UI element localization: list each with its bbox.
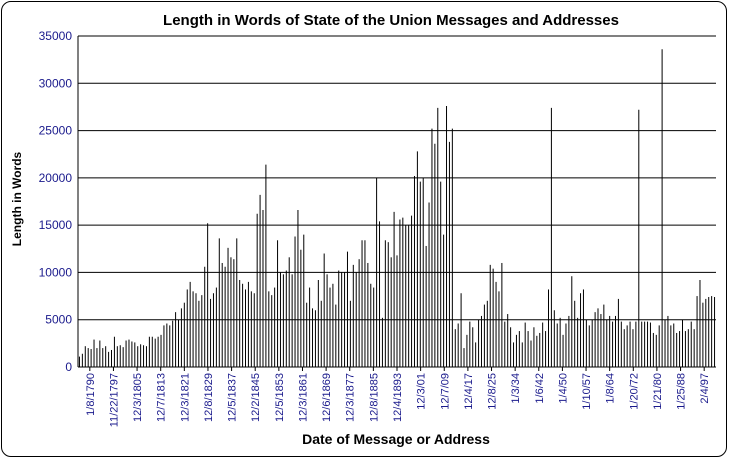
x-tick-label: 1/25/88: [676, 373, 688, 410]
x-tick-label: 12/5/1853: [274, 373, 286, 422]
x-tick-label: 12/6/1869: [321, 373, 333, 422]
axes: [77, 36, 716, 371]
x-tick-label: 12/3/1821: [179, 373, 191, 422]
x-tick-label: 1/20/72: [628, 373, 640, 410]
x-tick-label: 1/21/80: [652, 373, 664, 410]
x-tick-label: 1/10/57: [581, 373, 593, 410]
x-tick-label: 1/4/50: [557, 373, 569, 404]
y-tick-label: 15000: [39, 218, 73, 232]
y-tick-label: 0: [65, 360, 72, 374]
y-tick-label: 25000: [39, 124, 73, 138]
x-tick-label: 12/3/01: [416, 373, 428, 410]
x-tick-label: 12/4/17: [463, 373, 475, 410]
bars: [78, 49, 716, 367]
y-axis-title: Length in Words: [10, 151, 24, 246]
x-tick-label: 12/3/1877: [345, 373, 357, 422]
x-axis-title: Date of Message or Address: [302, 431, 490, 447]
x-tick-label: 11/22/1797: [108, 373, 120, 427]
y-tick-label: 20000: [39, 171, 73, 185]
x-tick-label: 12/2/1845: [250, 373, 262, 422]
x-tick-label: 12/4/1893: [392, 373, 404, 422]
x-axis-tick-labels: 1/8/1790 11/22/1797 12/3/1805 12/7/1813 12/3…: [85, 373, 711, 427]
y-axis-tick-labels: 0 5000 10000 15000 20000 25000 30000 35000: [39, 29, 73, 374]
x-tick-label: 2/4/97: [699, 373, 711, 404]
x-tick-label: 12/3/1805: [132, 373, 144, 422]
x-tick-label: 1/8/1790: [85, 373, 97, 416]
x-tick-label: 12/3/1861: [297, 373, 309, 422]
y-tick-label: 10000: [39, 265, 73, 279]
x-tick-label: 1/6/42: [534, 373, 546, 404]
x-tick-label: 12/8/25: [487, 373, 499, 410]
x-tick-label: 12/8/1885: [368, 373, 380, 422]
y-tick-label: 35000: [39, 29, 73, 43]
y-tick-label: 5000: [45, 313, 72, 327]
x-tick-label: 12/7/1813: [156, 373, 168, 422]
x-tick-label: 12/8/1829: [203, 373, 215, 422]
chart-title: Length in Words of State of the Union Me…: [163, 12, 619, 29]
x-tick-label: 12/5/1837: [227, 373, 239, 422]
x-tick-label: 1/3/34: [510, 373, 522, 404]
x-tick-label: 1/8/64: [605, 373, 617, 404]
y-tick-label: 30000: [39, 76, 73, 90]
x-tick-label: 12/7/09: [439, 373, 451, 410]
